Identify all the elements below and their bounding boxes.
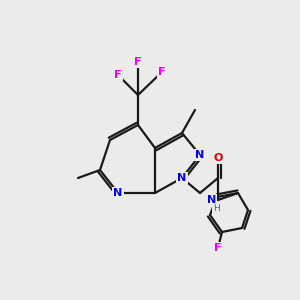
- Text: H: H: [213, 204, 219, 213]
- Text: F: F: [214, 243, 222, 253]
- Text: F: F: [134, 57, 142, 67]
- Text: N: N: [195, 150, 205, 160]
- Text: N: N: [113, 188, 123, 198]
- Text: N: N: [207, 195, 216, 205]
- Text: N: N: [177, 173, 187, 183]
- Text: F: F: [114, 70, 122, 80]
- Text: F: F: [158, 67, 166, 77]
- Text: O: O: [213, 153, 223, 163]
